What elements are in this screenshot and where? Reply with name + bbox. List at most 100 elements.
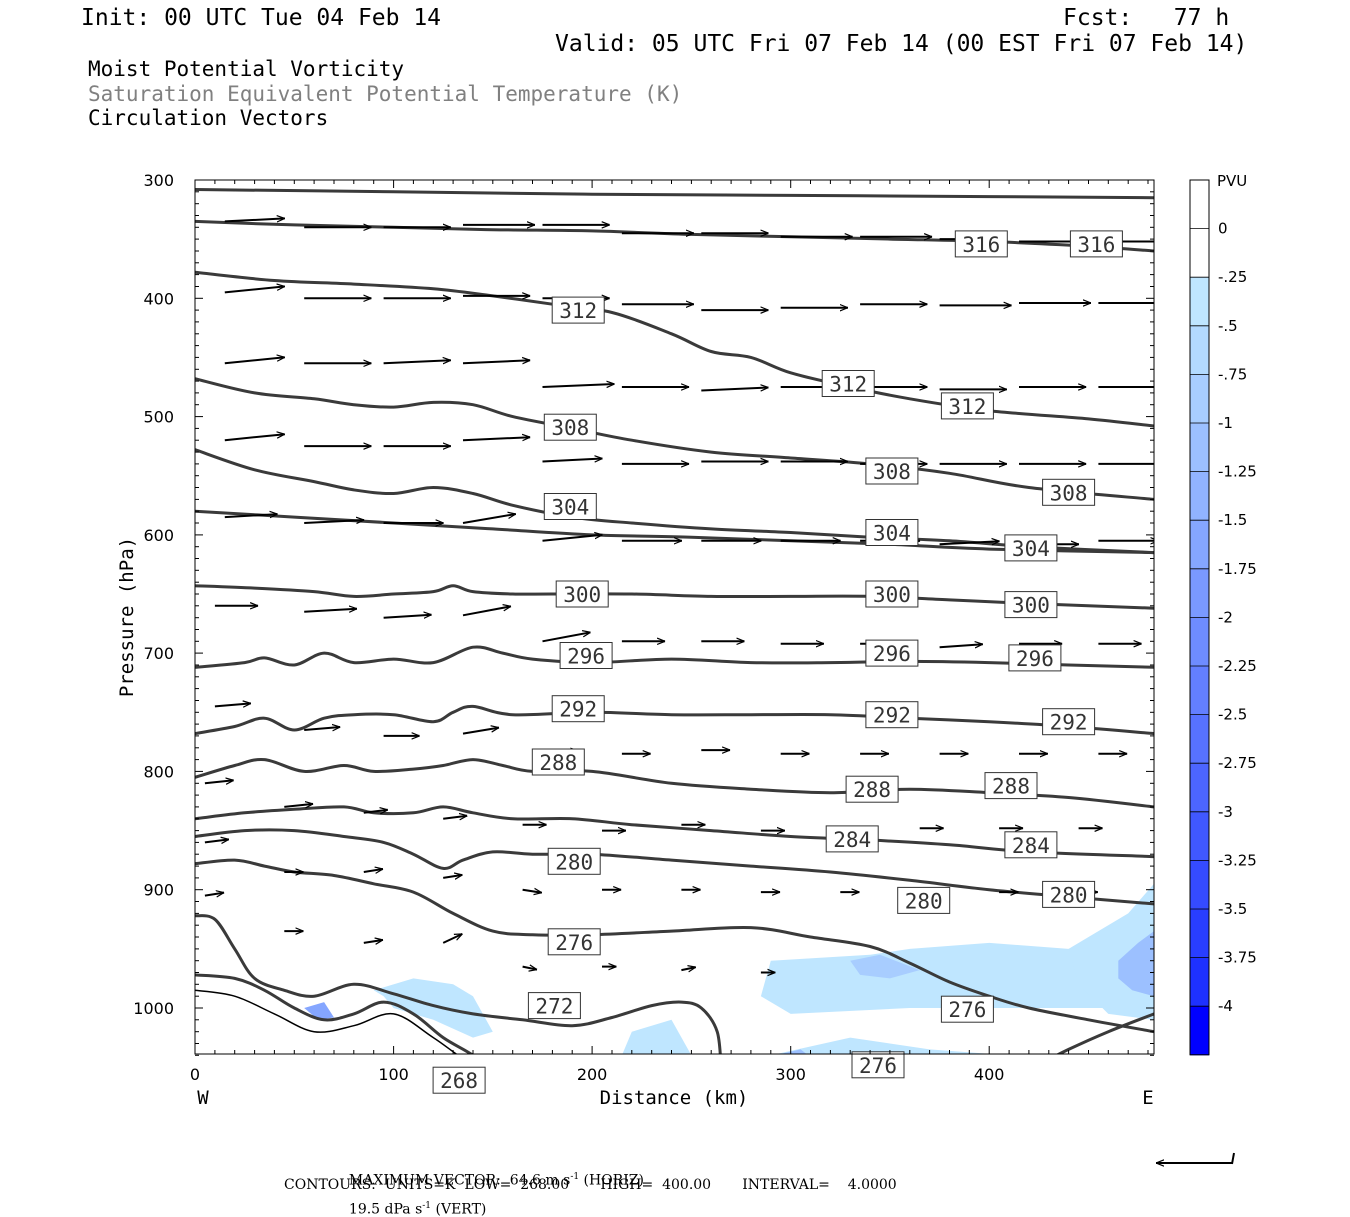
colorbar-swatch — [1190, 568, 1209, 618]
y-tick-label: 800 — [143, 762, 174, 781]
contour-label-box — [940, 392, 994, 420]
vector-arrow — [284, 804, 313, 807]
colorbar-label: -3.25 — [1218, 851, 1257, 869]
vector-arrow — [462, 514, 516, 524]
contour-label: 300 — [873, 583, 911, 607]
circulation-vectors — [204, 218, 1154, 972]
contour-label: 280 — [1050, 883, 1088, 907]
contour-labels: 316 316 312 312 312 308 308 308 304 304 304 300 300 3… — [432, 230, 1123, 1094]
colorbar-swatch — [1190, 423, 1209, 473]
vector-arrow — [542, 535, 603, 542]
x-tick-label: 200 — [577, 1065, 608, 1084]
contour-label: 284 — [1012, 834, 1050, 858]
vector-arrow — [462, 728, 499, 735]
colorbar-swatch — [1190, 1006, 1209, 1056]
contour-label: 296 — [567, 645, 605, 669]
vector-arrow — [363, 810, 388, 813]
colorbar-swatch — [1190, 617, 1209, 667]
colorbar: PVU 0 -.25 -.5 -.75 -1 -1.25 -1.5 -1.75 -2 -2.25 -2… — [1189, 172, 1257, 1056]
colorbar-label: -3 — [1218, 803, 1233, 821]
pv-shade-region — [850, 954, 920, 979]
colorbar-swatch — [1190, 714, 1209, 764]
contour-label-box — [865, 639, 919, 667]
pv-shade-region — [780, 1049, 807, 1054]
vector-arrow — [363, 940, 383, 943]
contours-info: CONTOURS: UNITS=K LOW= 268.00 HIGH= 400.… — [284, 1177, 897, 1193]
vector-arrow — [224, 434, 285, 442]
contour-288 — [195, 757, 1154, 809]
contour-label: 272 — [535, 995, 573, 1019]
axis-ticks — [194, 179, 1154, 1056]
colorbar-swatch — [1190, 763, 1209, 813]
vector-arrow — [224, 514, 278, 517]
vector-arrow — [522, 967, 537, 970]
vector-arrow — [204, 780, 234, 783]
contour-label: 288 — [992, 775, 1030, 799]
vector-arrow — [701, 388, 768, 391]
max-vector-vert: (VERT) — [431, 1201, 487, 1217]
contour-label-box — [1004, 591, 1058, 619]
contour-label-box — [1069, 230, 1123, 258]
contour-label: 308 — [551, 416, 589, 440]
vector-arrow — [224, 286, 285, 294]
title-mpv: Moist Potential Vorticity — [88, 57, 405, 81]
y-tick-label: 500 — [143, 408, 174, 427]
vector-arrow — [939, 541, 1000, 544]
contour-284 — [195, 805, 1154, 859]
contour-label-box — [527, 992, 581, 1020]
contour-310 — [195, 377, 1154, 501]
contour-292 — [195, 704, 1154, 736]
colorbar-unit: PVU — [1217, 172, 1247, 190]
y-tick-label: 1000 — [133, 999, 174, 1018]
contour-label-box — [940, 995, 994, 1023]
title-vectors: Circulation Vectors — [88, 106, 329, 130]
contour-label: 292 — [873, 704, 911, 728]
vector-arrow — [462, 606, 511, 617]
pv-shade-region — [304, 1002, 334, 1020]
colorbar-label: -1.5 — [1218, 511, 1247, 529]
colorbar-swatch — [1190, 471, 1209, 521]
contour-label-box — [1004, 831, 1058, 859]
contour-label: 288 — [539, 751, 577, 775]
contour-label: 312 — [559, 299, 597, 323]
pv-shade-region — [622, 1019, 691, 1054]
contour-label-box — [984, 772, 1038, 800]
contour-label: 276 — [948, 998, 986, 1022]
x-tick-label: 0 — [190, 1065, 200, 1084]
vector-arrow — [304, 520, 364, 523]
y-tick-label: 700 — [143, 644, 174, 663]
vector-arrow — [462, 437, 530, 440]
contour-label-box — [432, 1066, 486, 1094]
contour-label-box — [825, 825, 879, 853]
contour-label: 300 — [563, 583, 601, 607]
pv-shade-region — [760, 889, 1154, 1014]
colorbar-swatch — [1190, 228, 1209, 278]
contour-label: 300 — [1012, 594, 1050, 618]
max-vector-vert-val: 19.5 dPa s — [348, 1201, 423, 1217]
colorbar-label: -2.5 — [1218, 706, 1247, 724]
contour-label: 284 — [833, 828, 871, 852]
colorbar-swatch — [1190, 180, 1209, 230]
contour-label-box — [1008, 644, 1062, 672]
contour-296 — [195, 645, 1154, 669]
contour-label: 276 — [859, 1054, 897, 1078]
pv-shading — [304, 883, 1154, 1054]
vector-arrow — [442, 932, 462, 944]
max-vector-horiz: (HORIZ) — [579, 1172, 644, 1189]
title-theta-es: Saturation Equivalent Potential Temperat… — [88, 82, 683, 106]
vector-arrow — [304, 609, 357, 612]
colorbar-label: -.5 — [1218, 317, 1238, 335]
colorbar-swatch — [1190, 374, 1209, 424]
contour-318 — [195, 188, 1154, 200]
vector-arrow — [224, 218, 285, 221]
contour-label-box — [551, 296, 605, 324]
colorbar-label: -3.5 — [1218, 900, 1247, 918]
contour-label: 280 — [555, 850, 593, 874]
init-time: Init: 00 UTC Tue 04 Feb 14 — [81, 5, 442, 31]
colorbar-swatch — [1190, 666, 1209, 716]
contour-label-box — [547, 928, 601, 956]
contour-label-box — [865, 701, 919, 729]
contour-label-box — [865, 580, 919, 608]
theta-es-contours — [195, 188, 1154, 1054]
